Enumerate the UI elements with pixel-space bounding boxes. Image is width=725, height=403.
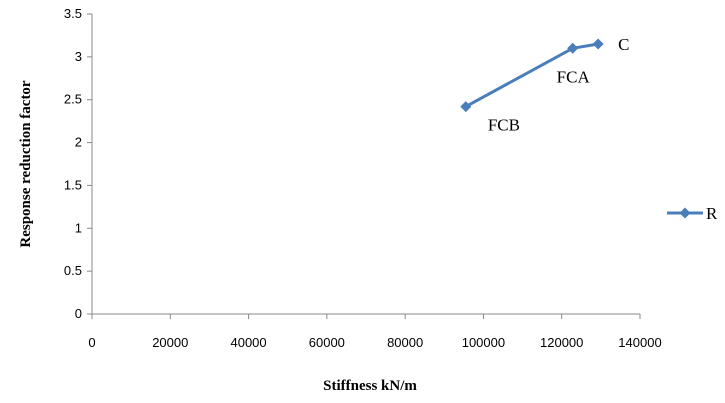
x-tick-label: 80000 — [387, 335, 423, 350]
series-layer — [460, 38, 604, 113]
data-point-label: FCB — [488, 116, 520, 135]
data-point-marker — [460, 101, 472, 113]
point-labels: FCB FCA C — [488, 35, 630, 135]
x-tick-label: 20000 — [152, 335, 188, 350]
x-axis-ticks: 0 20000 40000 60000 80000 100000 120000 140000 — [88, 314, 662, 350]
y-axis-title: Response reduction factor — [18, 80, 34, 248]
x-tick-label: 100000 — [462, 335, 505, 350]
x-axis-title: Stiffness kN/m — [323, 378, 417, 394]
y-tick-label: 3.5 — [64, 6, 82, 21]
data-point-marker — [592, 38, 604, 50]
legend-label: R — [706, 204, 718, 223]
x-tick-label: 60000 — [309, 335, 345, 350]
data-point-label: C — [618, 35, 629, 54]
y-tick-label: 2.5 — [64, 92, 82, 107]
y-tick-label: 1 — [75, 220, 82, 235]
y-tick-label: 1.5 — [64, 177, 82, 192]
x-tick-label: 140000 — [618, 335, 661, 350]
axes — [91, 14, 640, 315]
y-tick-label: 0.5 — [64, 263, 82, 278]
x-tick-label: 40000 — [230, 335, 266, 350]
y-tick-label: 0 — [75, 306, 82, 321]
x-tick-label: 0 — [88, 335, 95, 350]
y-tick-label: 2 — [75, 135, 82, 150]
y-axis-ticks: 0 0.5 1 1.5 2 2.5 3 3.5 — [64, 6, 92, 321]
data-point-label: FCA — [557, 67, 591, 86]
data-point-marker — [567, 42, 579, 54]
legend-marker-diamond — [679, 207, 691, 219]
legend: R — [667, 204, 718, 223]
y-tick-label: 3 — [75, 49, 82, 64]
x-tick-label: 120000 — [540, 335, 583, 350]
